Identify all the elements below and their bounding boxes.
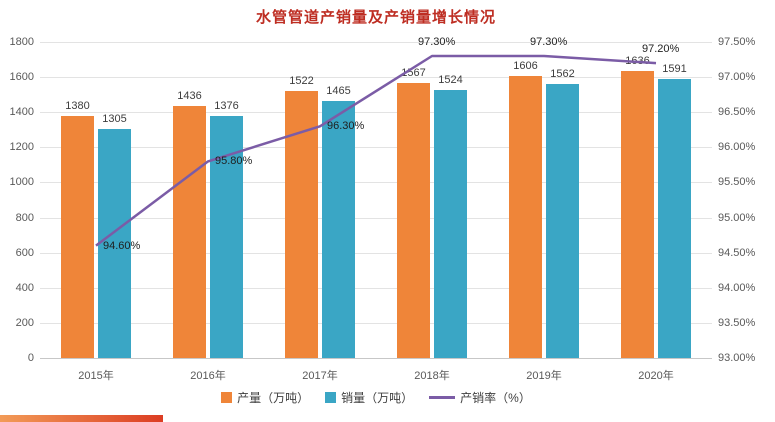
bar-value-label: 1376 — [214, 100, 239, 113]
legend-label: 产销率（%） — [460, 391, 531, 405]
left-axis-tick: 800 — [15, 211, 34, 224]
right-axis-tick: 97.00% — [718, 71, 756, 84]
left-axis-tick: 1600 — [9, 71, 34, 84]
bar-sales — [546, 83, 579, 358]
category-label: 2015年 — [78, 370, 114, 382]
x-axis-line — [40, 358, 712, 359]
legend-label: 销量（万吨） — [341, 391, 414, 405]
gridline — [40, 42, 712, 43]
right-axis-tick: 94.00% — [718, 281, 756, 294]
category-label: 2018年 — [414, 370, 450, 382]
left-axis-tick: 600 — [15, 246, 34, 259]
trend-line-svg — [95, 54, 657, 247]
bar-value-label: 1465 — [326, 84, 351, 97]
legend-square-swatch — [325, 392, 337, 403]
bar-value-label: 1524 — [438, 74, 463, 87]
bar-sales — [434, 90, 467, 358]
legend-square-swatch — [221, 392, 233, 403]
left-axis-tick: 200 — [15, 316, 34, 329]
trend-line — [95, 54, 657, 247]
bar-production — [61, 115, 94, 358]
gridline — [40, 182, 712, 184]
gridline — [40, 252, 712, 254]
bar-value-label: 1591 — [662, 62, 687, 75]
legend: 产量（万吨） 销量（万吨） 产销率（%） — [40, 389, 712, 406]
line-point-label: 94.60% — [103, 239, 141, 252]
bar-production — [173, 105, 206, 358]
gridline — [40, 287, 712, 289]
plot-area: 1380 1305 1436 1376 1522 1465 1567 1524 1606 1562… — [40, 36, 712, 359]
category-label: 2017年 — [302, 370, 338, 382]
bar-value-label: 1606 — [513, 60, 538, 73]
bar-sales — [322, 100, 355, 358]
right-axis-tick: 95.50% — [718, 176, 756, 189]
bar-value-label: 1562 — [550, 67, 575, 80]
left-axis-tick: 1400 — [9, 106, 34, 119]
bar-production — [621, 70, 654, 358]
right-axis-tick: 94.50% — [718, 246, 756, 259]
bar-sales — [658, 78, 691, 358]
legend-line-swatch — [429, 396, 456, 399]
gridline — [40, 77, 712, 79]
line-point-label: 95.80% — [215, 155, 253, 168]
category-label: 2016年 — [190, 370, 226, 382]
left-axis-tick: 0 — [27, 352, 34, 364]
right-axis-tick: 97.50% — [718, 36, 756, 48]
left-axis-tick: 1800 — [9, 36, 34, 48]
legend-item: 产销率（%） — [429, 389, 531, 406]
gridline — [40, 147, 712, 149]
right-axis-tick: 95.00% — [718, 211, 756, 224]
gridline — [40, 112, 712, 114]
bottom-accent-bar — [0, 415, 163, 422]
bar-value-label: 1436 — [177, 89, 202, 102]
line-point-label: 97.20% — [642, 43, 680, 56]
left-axis-tick: 1000 — [9, 176, 34, 189]
category-label: 2020年 — [638, 370, 674, 382]
bar-value-label: 1522 — [289, 74, 314, 87]
bar-value-label: 1305 — [102, 112, 127, 125]
bar-value-label: 1567 — [401, 66, 426, 79]
line-point-label: 97.30% — [530, 36, 568, 49]
chart-title: 水管管道产销量及产销量增长情况 — [255, 9, 496, 26]
right-axis-tick: 96.00% — [718, 141, 756, 154]
legend-label: 产量（万吨） — [237, 391, 310, 405]
bar-production — [397, 82, 430, 358]
bar-sales — [98, 128, 131, 358]
gridline — [40, 217, 712, 219]
bar-value-label: 1380 — [65, 99, 90, 112]
line-point-label: 97.30% — [418, 36, 456, 49]
right-axis-tick: 93.00% — [718, 352, 756, 364]
line-point-label: 96.30% — [327, 120, 365, 133]
gridline — [40, 322, 712, 324]
legend-item: 产量（万吨） — [221, 389, 309, 406]
right-axis-tick: 96.50% — [718, 106, 756, 119]
left-axis-tick: 400 — [15, 281, 34, 294]
bar-production — [509, 76, 542, 358]
category-label: 2019年 — [526, 370, 562, 382]
right-axis-tick: 93.50% — [718, 316, 756, 329]
legend-item: 销量（万吨） — [325, 389, 413, 406]
left-axis-tick: 1200 — [9, 141, 34, 154]
